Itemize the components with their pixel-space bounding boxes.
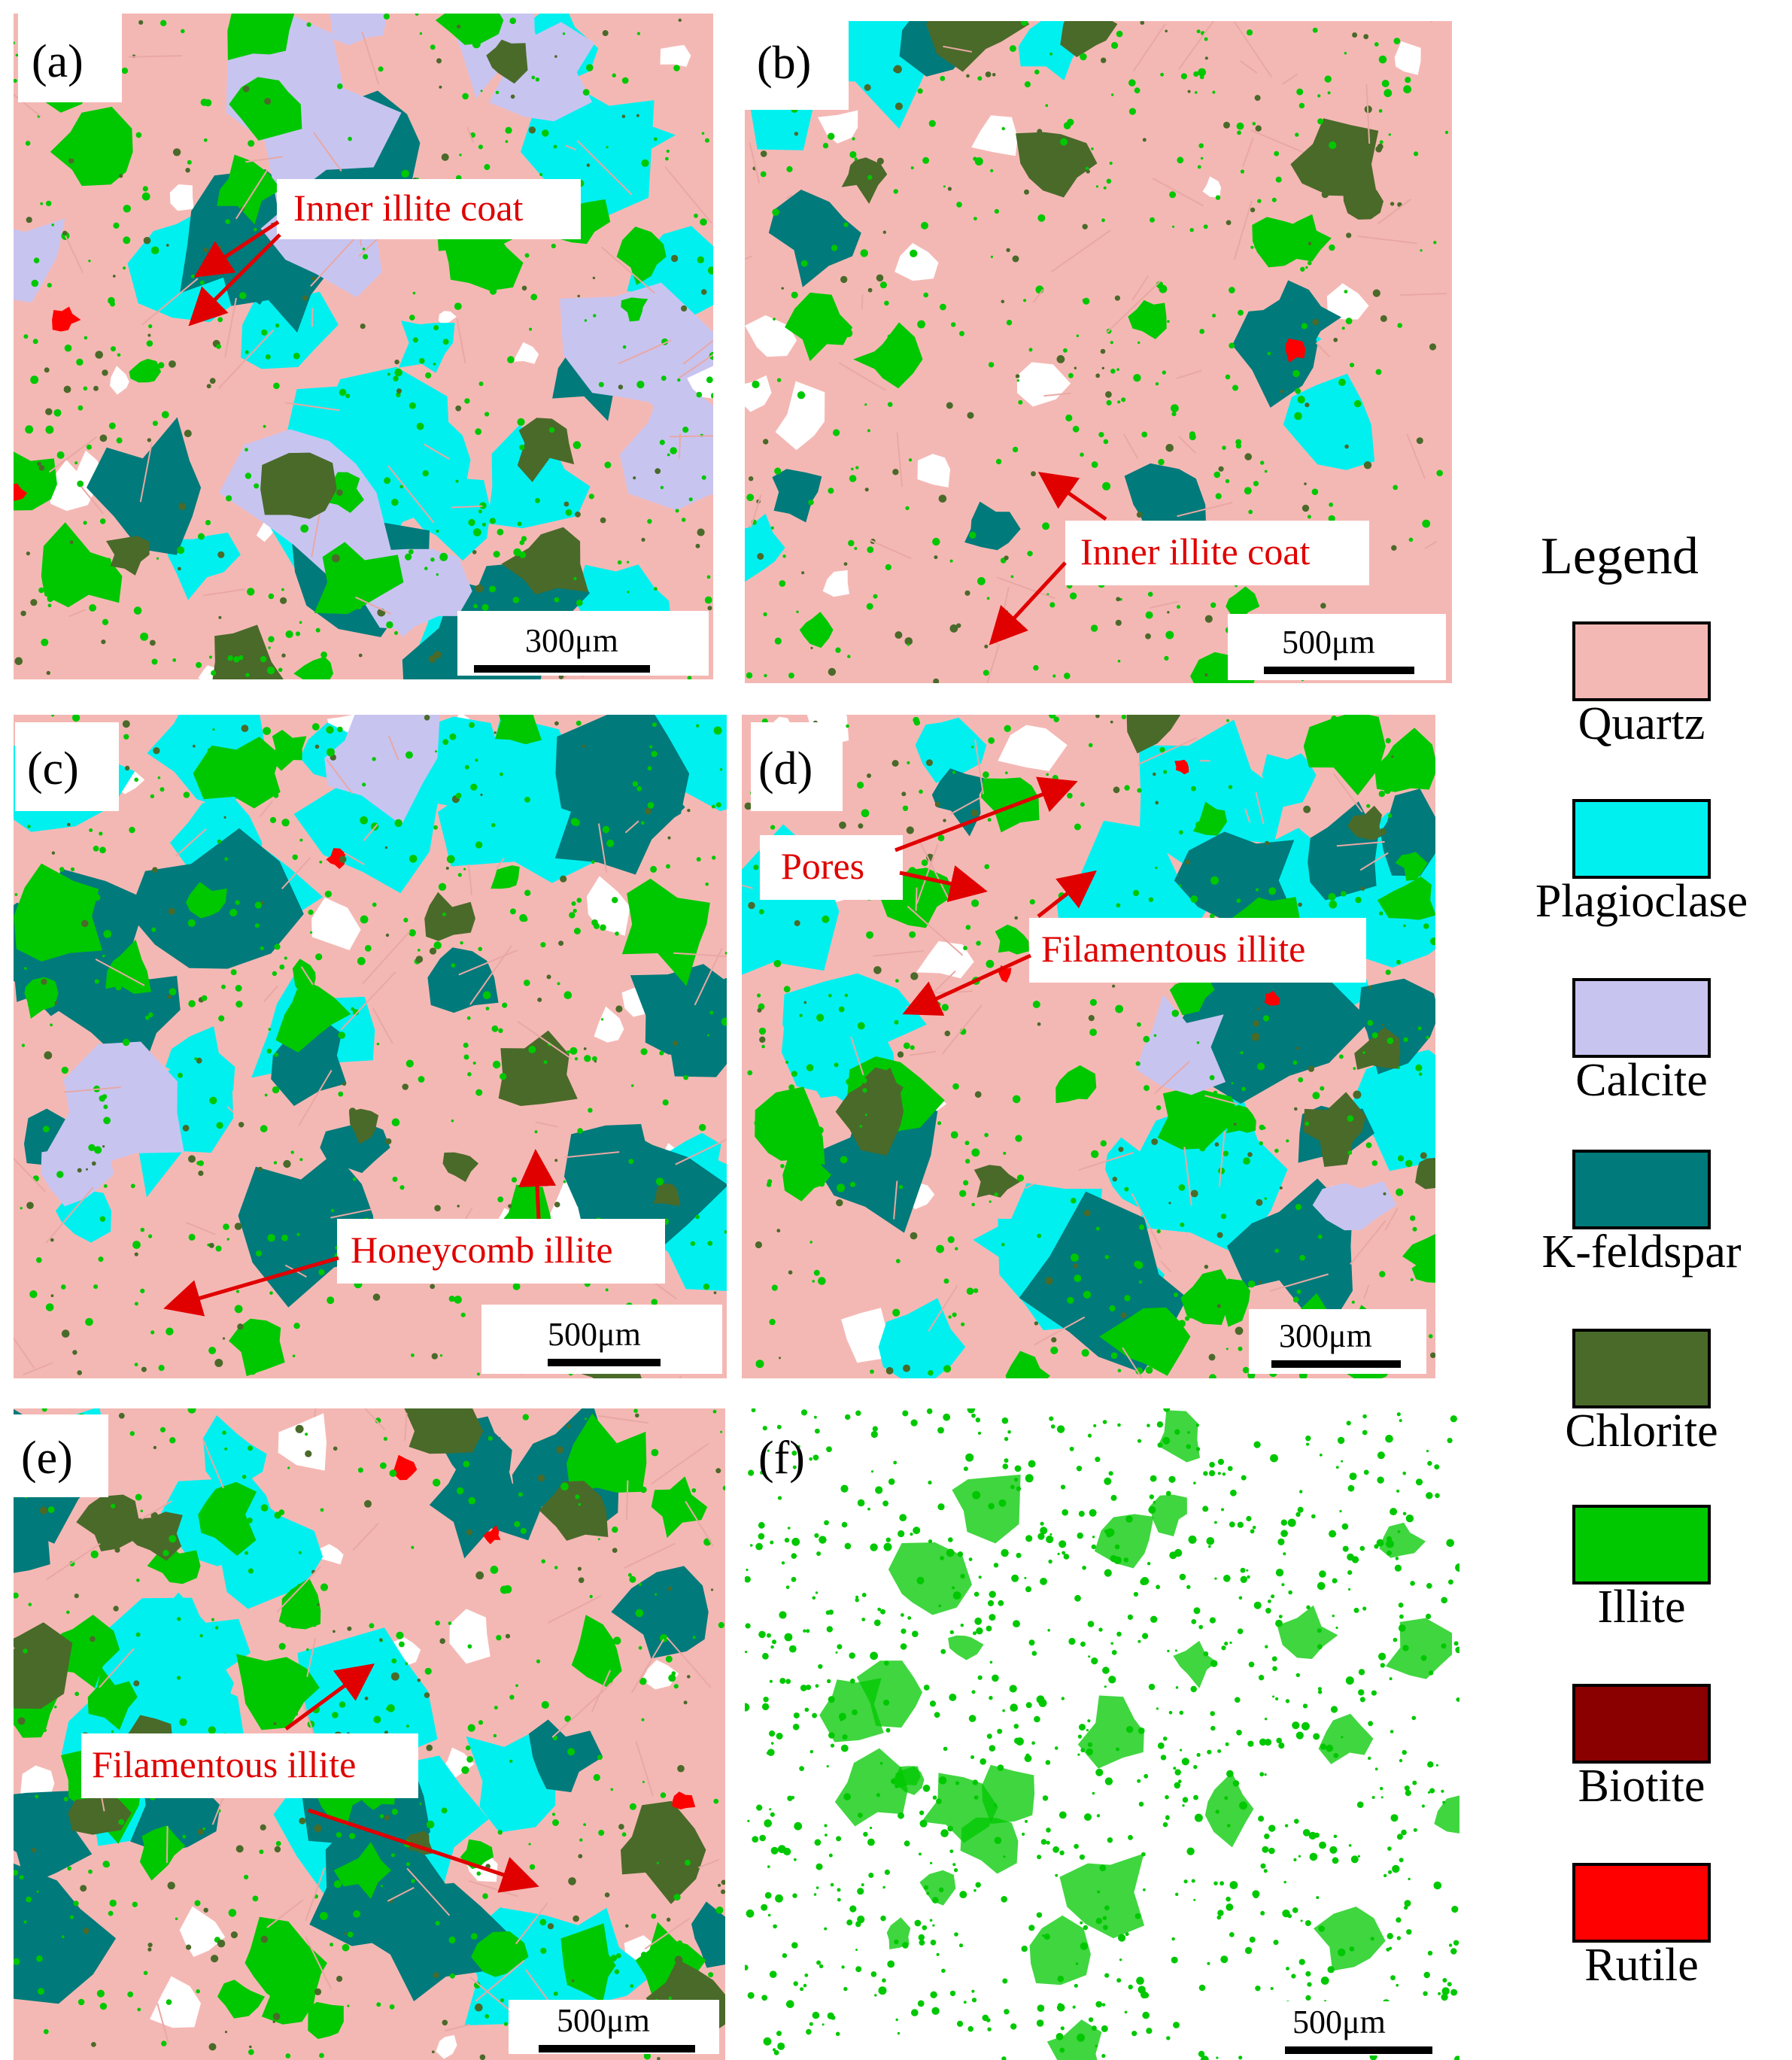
panel-label-a: (a): [32, 36, 84, 87]
panel-label-d: (d): [758, 743, 812, 795]
legend-swatch-k-feldspar: [1572, 1150, 1711, 1229]
panel-label-e: (e): [21, 1433, 73, 1484]
arrow-b-1: [1037, 472, 1107, 521]
arrow-d-4: [902, 953, 1032, 1016]
scalebar-d-bar: [1271, 1360, 1401, 1368]
callout-c-honeycomb-illite: Honeycomb illite: [351, 1229, 613, 1271]
arrow-b-2: [989, 561, 1067, 646]
arrow-a-2: [188, 233, 281, 327]
legend-label-quartz: Quartz: [1578, 698, 1705, 749]
panel-label-f: (f): [758, 1433, 805, 1484]
legend-label-illite: Illite: [1597, 1581, 1685, 1633]
legend-swatch-chlorite: [1572, 1329, 1711, 1408]
arrow-e-2: [308, 1808, 539, 1893]
panel-e: [14, 1408, 725, 2060]
legend-label-calcite: Calcite: [1575, 1055, 1708, 1106]
scalebar-d-label: 300μm: [1279, 1317, 1372, 1354]
annotation-overlays: (a) (b) (c) (d) (e) (f) Inner illite coa…: [11, 14, 1472, 2055]
legend-swatch-plagioclase: [1572, 799, 1711, 879]
legend-swatch-quartz: [1572, 621, 1711, 701]
legend-label-chlorite: Chlorite: [1565, 1405, 1718, 1457]
scalebar-e-label: 500μm: [557, 2002, 650, 2039]
scalebar-a-bar: [474, 665, 650, 673]
arrow-c-2: [163, 1256, 339, 1317]
legend-swatch-calcite: [1572, 978, 1711, 1058]
scalebar-c-bar: [548, 1359, 661, 1366]
panel-f: [745, 1408, 1459, 2060]
legend-title: Legend: [1541, 527, 1699, 585]
scalebar-e-bar: [539, 2045, 695, 2052]
callout-e-filamentous-illite: Filamentous illite: [92, 1743, 356, 1785]
arrow-d-1: [894, 776, 1078, 852]
callout-b-inner-illite-coat: Inner illite coat: [1080, 530, 1311, 573]
callout-a-inner-illite-coat: Inner illite coat: [293, 187, 524, 229]
scalebar-b-bar: [1264, 667, 1414, 674]
scalebar-f-label: 500μm: [1292, 2004, 1386, 2040]
scalebar-f-bar: [1285, 2046, 1432, 2054]
scalebar-c-label: 500μm: [548, 1316, 641, 1353]
arrow-a-1: [193, 220, 280, 278]
legend: Legend Quartz Plagioclase Calcite K-feldspa…: [1535, 527, 1748, 1991]
panel-label-b: (b): [757, 38, 811, 89]
legend-label-plagioclase: Plagioclase: [1535, 876, 1748, 927]
scalebar-b-label: 500μm: [1282, 624, 1375, 661]
arrow-d-2: [899, 865, 988, 903]
legend-label-k-feldspar: K-feldspar: [1541, 1226, 1741, 1278]
scalebar-a-label: 300μm: [525, 622, 618, 659]
arrow-e-1: [284, 1663, 375, 1731]
arrow-d-3: [1037, 870, 1097, 918]
legend-label-rutile: Rutile: [1584, 1940, 1699, 1991]
legend-label-biotite: Biotite: [1578, 1761, 1705, 1812]
panel-label-c: (c): [27, 743, 79, 795]
legend-swatch-biotite: [1572, 1684, 1711, 1764]
legend-swatch-rutile: [1572, 1863, 1711, 1943]
legend-swatch-illite: [1572, 1505, 1711, 1584]
callout-d-pores: Pores: [781, 845, 864, 887]
arrow-c-1: [518, 1149, 557, 1220]
callout-d-filamentous-illite: Filamentous illite: [1041, 928, 1305, 970]
